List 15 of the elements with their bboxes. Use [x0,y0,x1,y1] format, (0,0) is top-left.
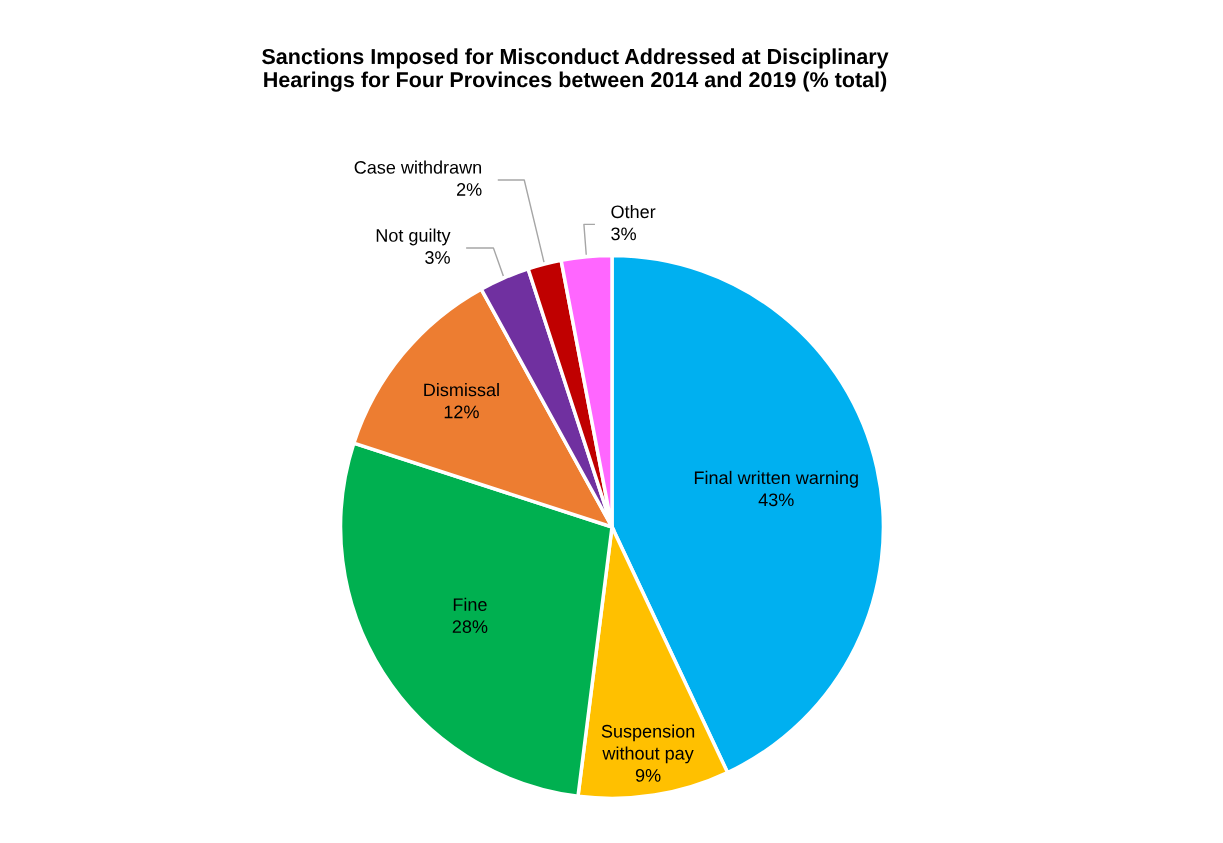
data-label: 2% [457,183,482,196]
slice-label: Final written warning [694,470,858,488]
data-label: 3% [425,251,450,264]
data-label: 9% [635,769,661,782]
data-label: 43% [758,493,794,507]
slice-label: Fine [453,597,487,611]
data-label: 12% [444,405,479,419]
slice-label: Dismissal [424,382,499,397]
data-label: 3% [611,227,636,241]
slice-label: Not guilty [376,228,451,246]
slice-label: Other [611,204,656,219]
data-label: 28% [452,620,488,634]
chart-title: Sanctions Imposed for Misconduct Addressed at Disciplinary Hearings for Four Provinces between 2014 and 2019 (% total) [262,48,889,92]
slice-label: Case withdrawn [354,160,482,174]
slice-label: Suspension without pay [601,724,695,764]
